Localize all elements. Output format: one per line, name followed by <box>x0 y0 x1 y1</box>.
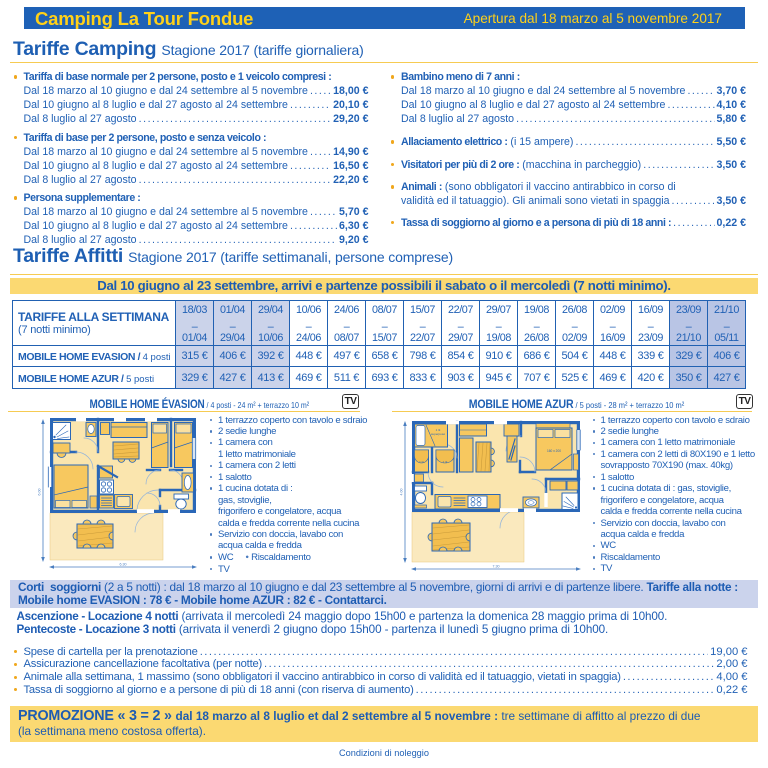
svg-text:superposé: superposé <box>431 432 445 436</box>
svg-text:7.30: 7.30 <box>493 565 500 569</box>
svg-text:6.00: 6.00 <box>38 489 42 496</box>
svg-text:1 lit: 1 lit <box>419 460 424 464</box>
svg-text:4.00: 4.00 <box>400 489 404 496</box>
svg-text:160 x 200: 160 x 200 <box>547 449 561 453</box>
svg-text:1 lit: 1 lit <box>443 460 448 464</box>
svg-text:6.30: 6.30 <box>120 563 127 567</box>
svg-text:1 lit: 1 lit <box>436 428 441 432</box>
